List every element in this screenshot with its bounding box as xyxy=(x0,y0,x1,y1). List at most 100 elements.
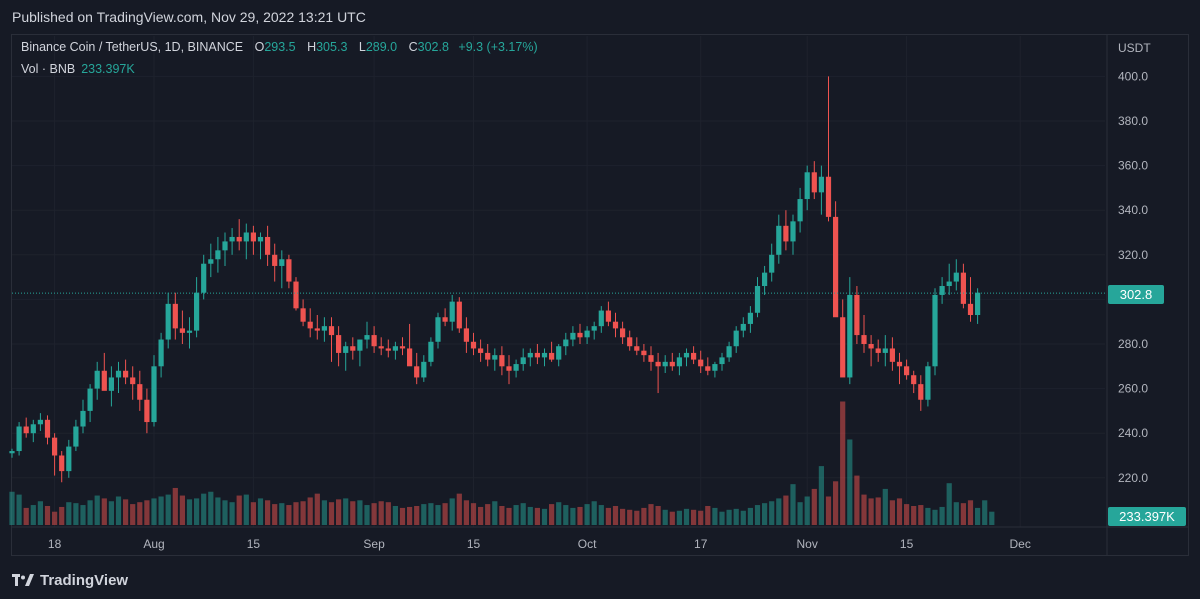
volume-bar xyxy=(591,501,597,525)
volume-bar xyxy=(435,505,441,525)
candle-body xyxy=(16,426,22,452)
volume-bar xyxy=(527,506,533,525)
volume-label[interactable]: Vol · BNB xyxy=(21,62,76,76)
candle-body xyxy=(456,301,462,329)
candle-body xyxy=(939,286,945,295)
candle-body xyxy=(776,225,782,255)
volume-bar xyxy=(236,495,242,525)
candle-body xyxy=(705,366,711,371)
volume-bar xyxy=(627,509,633,525)
volume-bar xyxy=(151,498,157,525)
low-value: 289.0 xyxy=(365,40,398,54)
volume-bar xyxy=(201,493,207,525)
volume-bar xyxy=(634,510,640,525)
candle-body xyxy=(428,341,434,362)
candle-body xyxy=(662,361,668,367)
volume-bar xyxy=(208,491,214,525)
candle-body xyxy=(840,317,846,378)
volume-bar xyxy=(286,505,292,525)
candle-body xyxy=(470,341,477,349)
volume-bar xyxy=(364,505,370,525)
candle-body xyxy=(712,364,718,371)
tradingview-logo-icon[interactable] xyxy=(12,573,34,587)
symbol-title[interactable]: Binance Coin / TetherUS, 1D, BINANCE xyxy=(21,40,244,54)
candle-body xyxy=(328,326,335,336)
candle-body xyxy=(726,346,732,358)
volume-bar xyxy=(66,502,72,525)
candle-body xyxy=(882,348,888,353)
price-axis-currency: USDT xyxy=(1118,41,1151,55)
volume-bar xyxy=(44,506,51,525)
candle-body xyxy=(591,326,597,331)
candle-body xyxy=(655,361,661,367)
candle-body xyxy=(257,236,264,242)
candle-body xyxy=(59,455,65,472)
candle-body xyxy=(541,352,548,358)
close-label: C xyxy=(408,40,418,54)
volume-bar xyxy=(733,508,739,525)
volume-bar xyxy=(960,503,966,525)
volume-bar xyxy=(165,494,171,525)
close-value: 302.8 xyxy=(417,40,449,54)
candle-body xyxy=(691,352,697,360)
candle-body xyxy=(733,330,739,347)
footer-brand[interactable]: TradingView xyxy=(40,571,129,589)
candle-body xyxy=(144,399,150,423)
volume-bar xyxy=(9,491,15,525)
volume-bar xyxy=(762,503,768,525)
candle-body xyxy=(392,346,398,351)
volume-bar xyxy=(414,506,420,525)
volume-bar xyxy=(52,511,58,525)
candle-body xyxy=(87,388,93,411)
volume-bar xyxy=(563,505,569,525)
volume-bar xyxy=(144,500,150,525)
volume-bar xyxy=(620,508,626,525)
time-tick-label: 15 xyxy=(247,537,261,551)
volume-bar xyxy=(612,506,619,525)
volume-bar xyxy=(137,502,143,525)
volume-bar xyxy=(967,500,974,525)
open-label: O xyxy=(254,40,265,54)
candle-body xyxy=(236,236,242,242)
candle-body xyxy=(492,355,498,360)
candle-body xyxy=(612,321,619,329)
candle-body xyxy=(854,294,860,336)
candle-body xyxy=(186,330,193,333)
candle-body xyxy=(698,359,704,367)
candle-body xyxy=(506,366,512,371)
candle-body xyxy=(641,350,647,356)
footer: TradingView xyxy=(12,570,128,590)
volume-bar xyxy=(534,507,540,525)
candle-body xyxy=(300,308,306,322)
volume-bar xyxy=(307,497,313,525)
candle-body xyxy=(584,330,590,338)
candle-body xyxy=(932,294,938,367)
volume-bar xyxy=(222,500,228,525)
candle-body xyxy=(769,254,775,273)
candle-body xyxy=(634,346,640,351)
volume-bar xyxy=(911,506,917,525)
candle-body xyxy=(648,355,654,362)
candle-body xyxy=(754,286,761,313)
volume-bar xyxy=(641,507,647,525)
volume-bar xyxy=(385,502,391,525)
volume-bar xyxy=(939,506,945,525)
volume-bar xyxy=(896,498,903,525)
volume-bar xyxy=(989,511,995,525)
candle-body xyxy=(556,346,562,360)
volume-bar xyxy=(769,501,775,525)
time-tick-label: Oct xyxy=(578,537,597,551)
candle-body xyxy=(499,355,505,367)
low-label: L xyxy=(358,40,366,54)
candle-body xyxy=(66,446,72,472)
candle-body xyxy=(272,254,278,266)
volume-bar xyxy=(577,506,583,525)
candle-body xyxy=(449,301,455,322)
candle-body xyxy=(904,366,910,376)
volume-bar xyxy=(357,500,363,525)
candle-body xyxy=(137,384,143,400)
candle-body xyxy=(279,259,285,266)
volume-bar xyxy=(314,493,320,525)
volume-bar xyxy=(705,506,711,525)
